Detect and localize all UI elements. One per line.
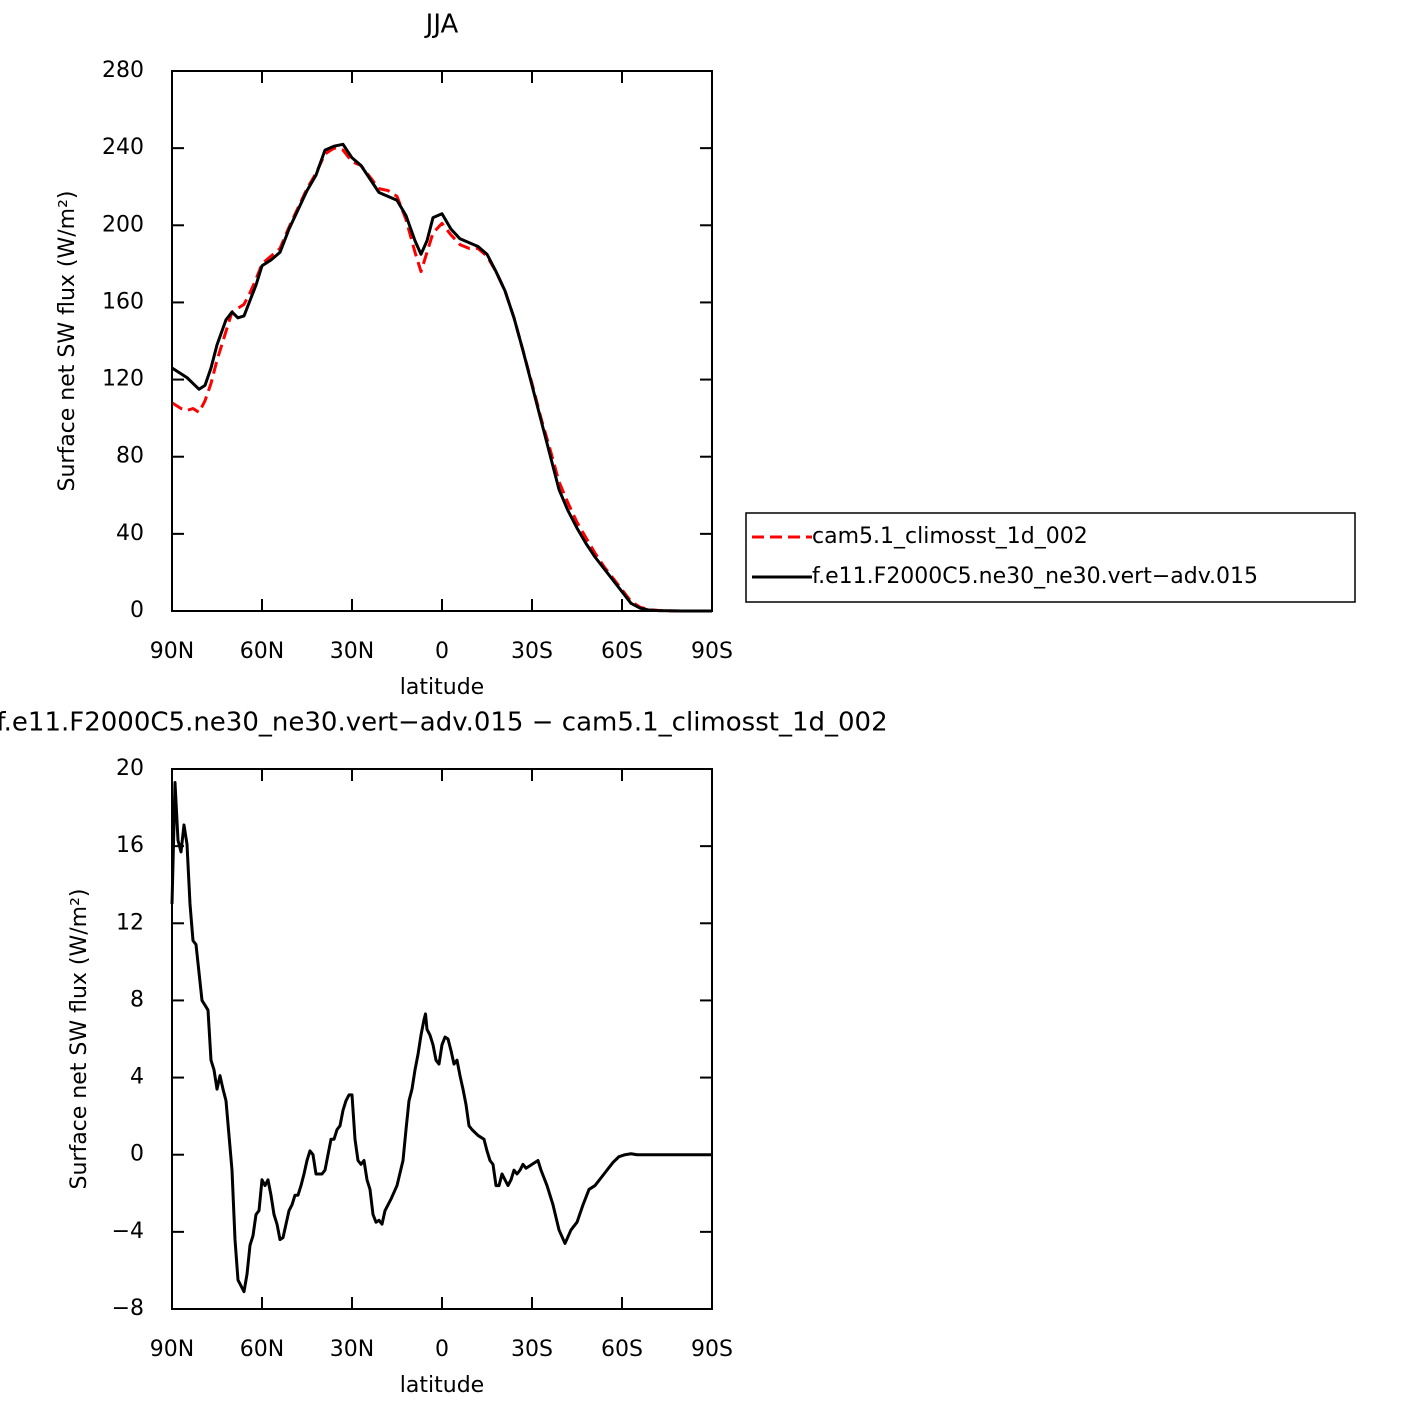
x-tick-label: 60N: [240, 1337, 284, 1362]
x-tick-label: 90S: [691, 639, 733, 664]
x-tick-label: 60S: [601, 639, 643, 664]
y-tick-label: 200: [102, 212, 144, 237]
y-tick-label: 40: [116, 521, 144, 546]
x-tick-label: 90N: [150, 1337, 194, 1362]
x-tick-label: 0: [435, 1337, 449, 1362]
x-tick-label: 30N: [330, 1337, 374, 1362]
legend-label: f.e11.F2000C5.ne30_ne30.vert−adv.015: [812, 564, 1258, 589]
y-tick-label: 280: [102, 58, 144, 83]
plot-frame: [171, 768, 713, 1310]
plot-frame: [171, 70, 713, 612]
chart-title: f.e11.F2000C5.ne30_ne30.vert−adv.015 − c…: [0, 708, 888, 738]
y-tick-label: 120: [102, 367, 144, 392]
legend-box: [745, 512, 1356, 603]
y-tick-label: −4: [112, 1219, 144, 1244]
x-tick-label: 60N: [240, 639, 284, 664]
y-tick-label: 4: [130, 1065, 144, 1090]
chart-title: JJA: [424, 10, 459, 40]
y-tick-label: 0: [130, 1142, 144, 1167]
x-tick-label: 90N: [150, 639, 194, 664]
x-tick-label: 60S: [601, 1337, 643, 1362]
y-tick-label: 0: [130, 598, 144, 623]
legend-label: cam5.1_climosst_1d_002: [812, 524, 1088, 549]
x-tick-label: 30N: [330, 639, 374, 664]
y-axis-label: Surface net SW flux (W/m²): [67, 888, 92, 1189]
y-tick-label: 12: [116, 910, 144, 935]
x-axis-label: latitude: [400, 675, 484, 700]
y-axis-label: Surface net SW flux (W/m²): [55, 190, 80, 491]
data-line: [171, 146, 712, 613]
data-line: [171, 142, 712, 613]
y-tick-label: 8: [130, 987, 144, 1012]
data-line: [170, 781, 712, 1294]
y-tick-label: 20: [116, 756, 144, 781]
y-tick-label: 16: [116, 833, 144, 858]
y-tick-label: 240: [102, 135, 144, 160]
x-tick-label: 0: [435, 639, 449, 664]
x-tick-label: 90S: [691, 1337, 733, 1362]
y-tick-label: 80: [116, 444, 144, 469]
y-tick-label: −8: [112, 1296, 144, 1321]
x-tick-label: 30S: [511, 1337, 553, 1362]
x-axis-label: latitude: [400, 1373, 484, 1398]
y-tick-label: 160: [102, 289, 144, 314]
x-tick-label: 30S: [511, 639, 553, 664]
